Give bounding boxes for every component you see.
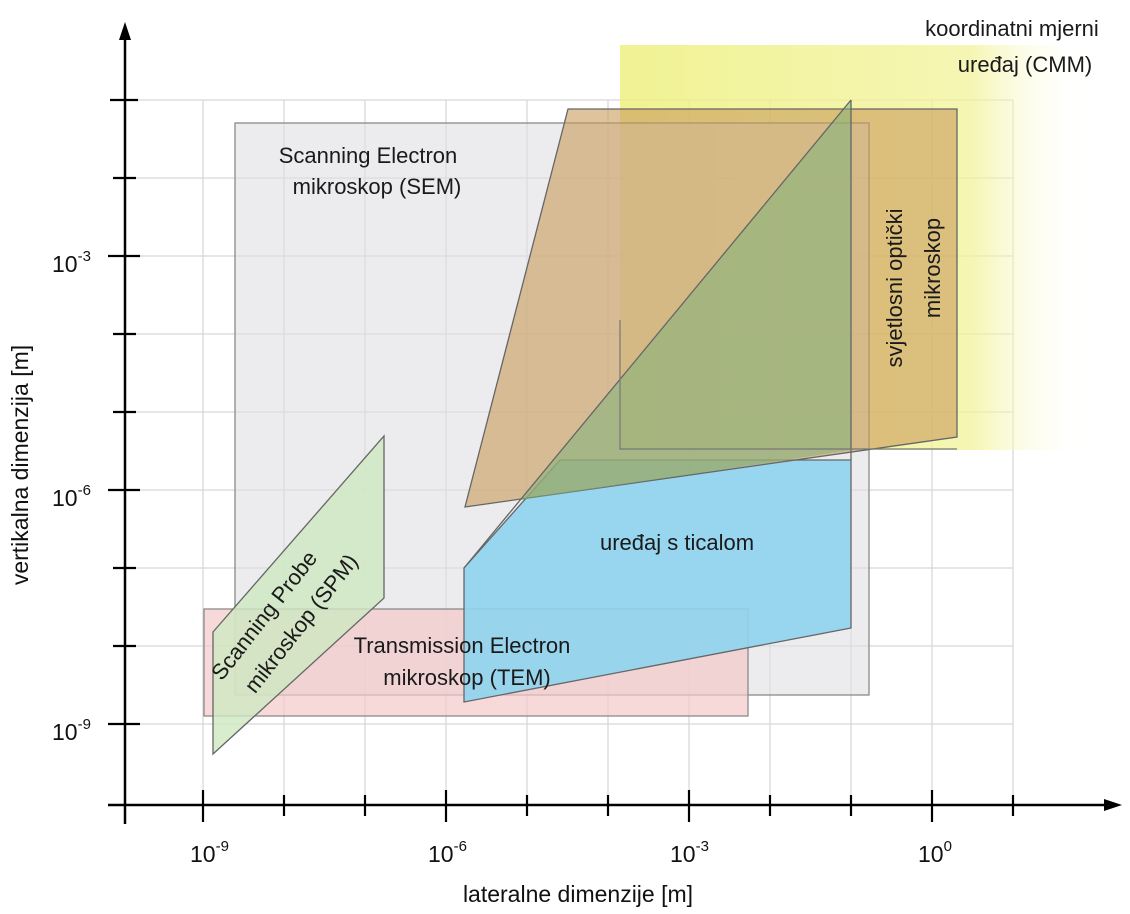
stylus-region-diagonal: [463, 99, 852, 569]
y-tick-label-1e-9: 10-9: [52, 716, 91, 745]
x-tick-label-1e-6: 10-6: [428, 838, 467, 867]
sem-label-line2: mikroskop (SEM): [293, 174, 462, 199]
y-axis-ticks: [108, 98, 140, 726]
x-tick-label-1e-3: 10-3: [670, 838, 709, 867]
x-axis-title: lateralne dimenzije [m]: [463, 881, 693, 907]
cmm-label-line2: uređaj (CMM): [958, 52, 1092, 77]
y-tick-label-1e-6: 10-6: [52, 482, 91, 511]
sem-label: Scanning Electron: [279, 143, 458, 168]
x-axis-ticks: [201, 790, 1015, 822]
optical-label: svjetlosni optički: [882, 209, 907, 368]
tem-label: Transmission Electron: [354, 633, 571, 658]
y-axis-title: vertikalna dimenzija [m]: [7, 345, 33, 585]
cmm-region-border: [619, 320, 957, 450]
optical-label-line2: mikroskop: [920, 218, 945, 318]
y-axis-arrow-icon: [119, 22, 131, 40]
tem-label-line2: mikroskop (TEM): [383, 665, 550, 690]
cmm-label: koordinatni mjerni: [925, 16, 1099, 41]
stylus-label: uređaj s ticalom: [600, 530, 754, 555]
x-tick-label-1e0: 100: [918, 838, 952, 867]
spm-region: [212, 434, 385, 756]
x-tick-label-1e-9: 10-9: [190, 838, 229, 867]
y-tick-label-1e-3: 10-3: [52, 248, 91, 277]
x-axis-arrow-icon: [1104, 799, 1122, 811]
